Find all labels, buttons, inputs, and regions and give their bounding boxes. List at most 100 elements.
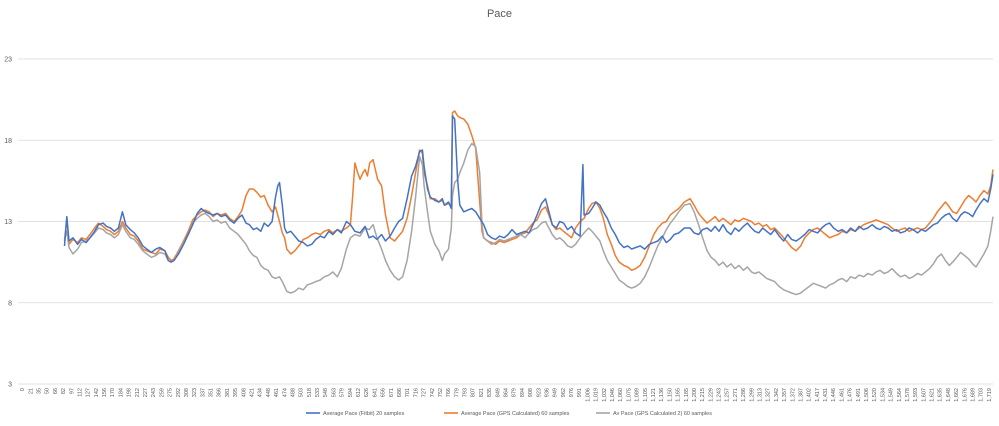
x-tick-label: 671 (389, 388, 395, 397)
x-tick-label: 0 (20, 388, 26, 391)
x-tick-label: 292 (176, 388, 182, 397)
x-tick-label: 1,549 (889, 388, 895, 402)
x-tick-label: 716 (413, 388, 419, 397)
x-tick-label: 766 (446, 388, 452, 397)
x-tick-label: 1,136 (659, 388, 665, 402)
x-tick-label: 742 (430, 388, 436, 397)
x-tick-label: 1,431 (823, 388, 829, 402)
y-tick-label: 18 (4, 138, 12, 145)
y-tick-label: 23 (4, 57, 12, 64)
x-tick-label: 779 (454, 388, 460, 397)
x-tick-label: 579 (340, 388, 346, 397)
x-tick-label: 97 (69, 388, 75, 394)
x-tick-label: 727 (422, 388, 428, 397)
x-tick-label: 656 (381, 388, 387, 397)
x-tick-label: 1,372 (790, 388, 796, 402)
x-tick-label: 351 (209, 388, 215, 397)
x-tick-label: 1,089 (635, 388, 641, 402)
x-tick-label: 488 (290, 388, 296, 397)
x-tick-label: 1,271 (733, 388, 739, 402)
x-tick-label: 1,719 (987, 388, 993, 402)
x-tick-label: 1,006 (585, 388, 591, 402)
x-tick-label: 793 (463, 388, 469, 397)
x-tick-label: 594 (348, 388, 354, 397)
x-tick-label: 461 (274, 388, 280, 397)
x-tick-label: 612 (356, 388, 362, 397)
x-tick-label: 448 (266, 388, 272, 397)
x-tick-label: 908 (528, 388, 534, 397)
x-tick-label: 1,662 (954, 388, 960, 402)
gridlines (18, 58, 993, 385)
x-tick-label: 1,593 (913, 388, 919, 402)
x-tick-label: 66 (53, 388, 59, 394)
x-tick-label: 35 (36, 388, 42, 394)
x-tick-label: 1,564 (897, 388, 903, 402)
x-tick-label: 962 (561, 388, 567, 397)
x-tick-label: 1,327 (766, 388, 772, 402)
x-tick-label: 127 (86, 388, 92, 397)
x-tick-label: 1,019 (594, 388, 600, 402)
x-tick-label: 323 (192, 388, 198, 397)
x-tick-label: 1,185 (684, 388, 690, 402)
x-tick-label: 1,635 (938, 388, 944, 402)
x-tick-label: 1,506 (864, 388, 870, 402)
x-tick-label: 503 (299, 388, 305, 397)
x-tick-label: 752 (438, 388, 444, 397)
x-tick-label: 421 (250, 388, 256, 397)
x-tick-label: 1,342 (774, 388, 780, 402)
x-tick-label: 1,402 (807, 388, 813, 402)
x-tick-label: 1,491 (856, 388, 862, 402)
x-tick-label: 212 (135, 388, 141, 397)
x-tick-label: 626 (364, 388, 370, 397)
x-tick-label: 1,387 (798, 388, 804, 402)
y-tick-label: 13 (4, 219, 12, 226)
x-tick-label: 112 (77, 388, 83, 397)
x-tick-label: 198 (127, 388, 133, 397)
x-tick-label: 366 (217, 388, 223, 397)
series-line-2 (63, 110, 994, 272)
y-axis-ticks: 23 18 13 8 3 (4, 57, 12, 389)
x-tick-label: 1,046 (610, 388, 616, 402)
x-tick-label: 518 (307, 388, 313, 397)
x-tick-label: 308 (184, 388, 190, 397)
x-tick-label: 1,648 (946, 388, 952, 402)
x-tick-label: 991 (577, 388, 583, 397)
x-tick-label: 1,689 (971, 388, 977, 402)
x-tick-label: 1,534 (880, 388, 886, 402)
x-tick-label: 835 (487, 388, 493, 397)
x-tick-label: 1,165 (676, 388, 682, 402)
x-tick-label: 1,446 (831, 388, 837, 402)
x-tick-label: 1,150 (667, 388, 673, 402)
x-tick-label: 82 (61, 388, 67, 394)
x-tick-label: 1,257 (725, 388, 731, 402)
x-tick-label: 1,299 (749, 388, 755, 402)
x-tick-label: 686 (397, 388, 403, 397)
x-tick-label: 1,357 (782, 388, 788, 402)
x-tick-label: 849 (495, 388, 501, 397)
x-tick-label: 50 (45, 388, 51, 394)
x-tick-label: 1,313 (757, 388, 763, 402)
legend-label: Average Pace (Fitbit) 20 samples (323, 411, 404, 417)
y-tick-label: 8 (8, 300, 12, 307)
series-lines (63, 110, 994, 296)
series-line-1 (63, 115, 994, 263)
x-tick-label: 1,703 (979, 388, 985, 402)
x-tick-label: 701 (405, 388, 411, 397)
x-tick-label: 548 (323, 388, 329, 397)
x-tick-label: 807 (471, 388, 477, 397)
x-tick-label: 1,417 (815, 388, 821, 402)
x-tick-label: 1,607 (921, 388, 927, 402)
x-tick-label: 641 (372, 388, 378, 397)
x-tick-label: 1,215 (700, 388, 706, 402)
x-tick-label: 1,461 (839, 388, 845, 402)
x-tick-label: 156 (102, 388, 108, 397)
x-axis-ticks: 0 21 35 50 66 82 97 112 127 142 156 170 184 198 212 227… (20, 388, 993, 402)
x-tick-label: 1,520 (872, 388, 878, 402)
x-tick-label: 864 (504, 388, 510, 397)
x-tick-label: 936 (544, 388, 550, 397)
x-tick-label: 1,121 (651, 388, 657, 402)
x-tick-label: 434 (258, 388, 264, 397)
x-tick-label: 879 (512, 388, 518, 397)
